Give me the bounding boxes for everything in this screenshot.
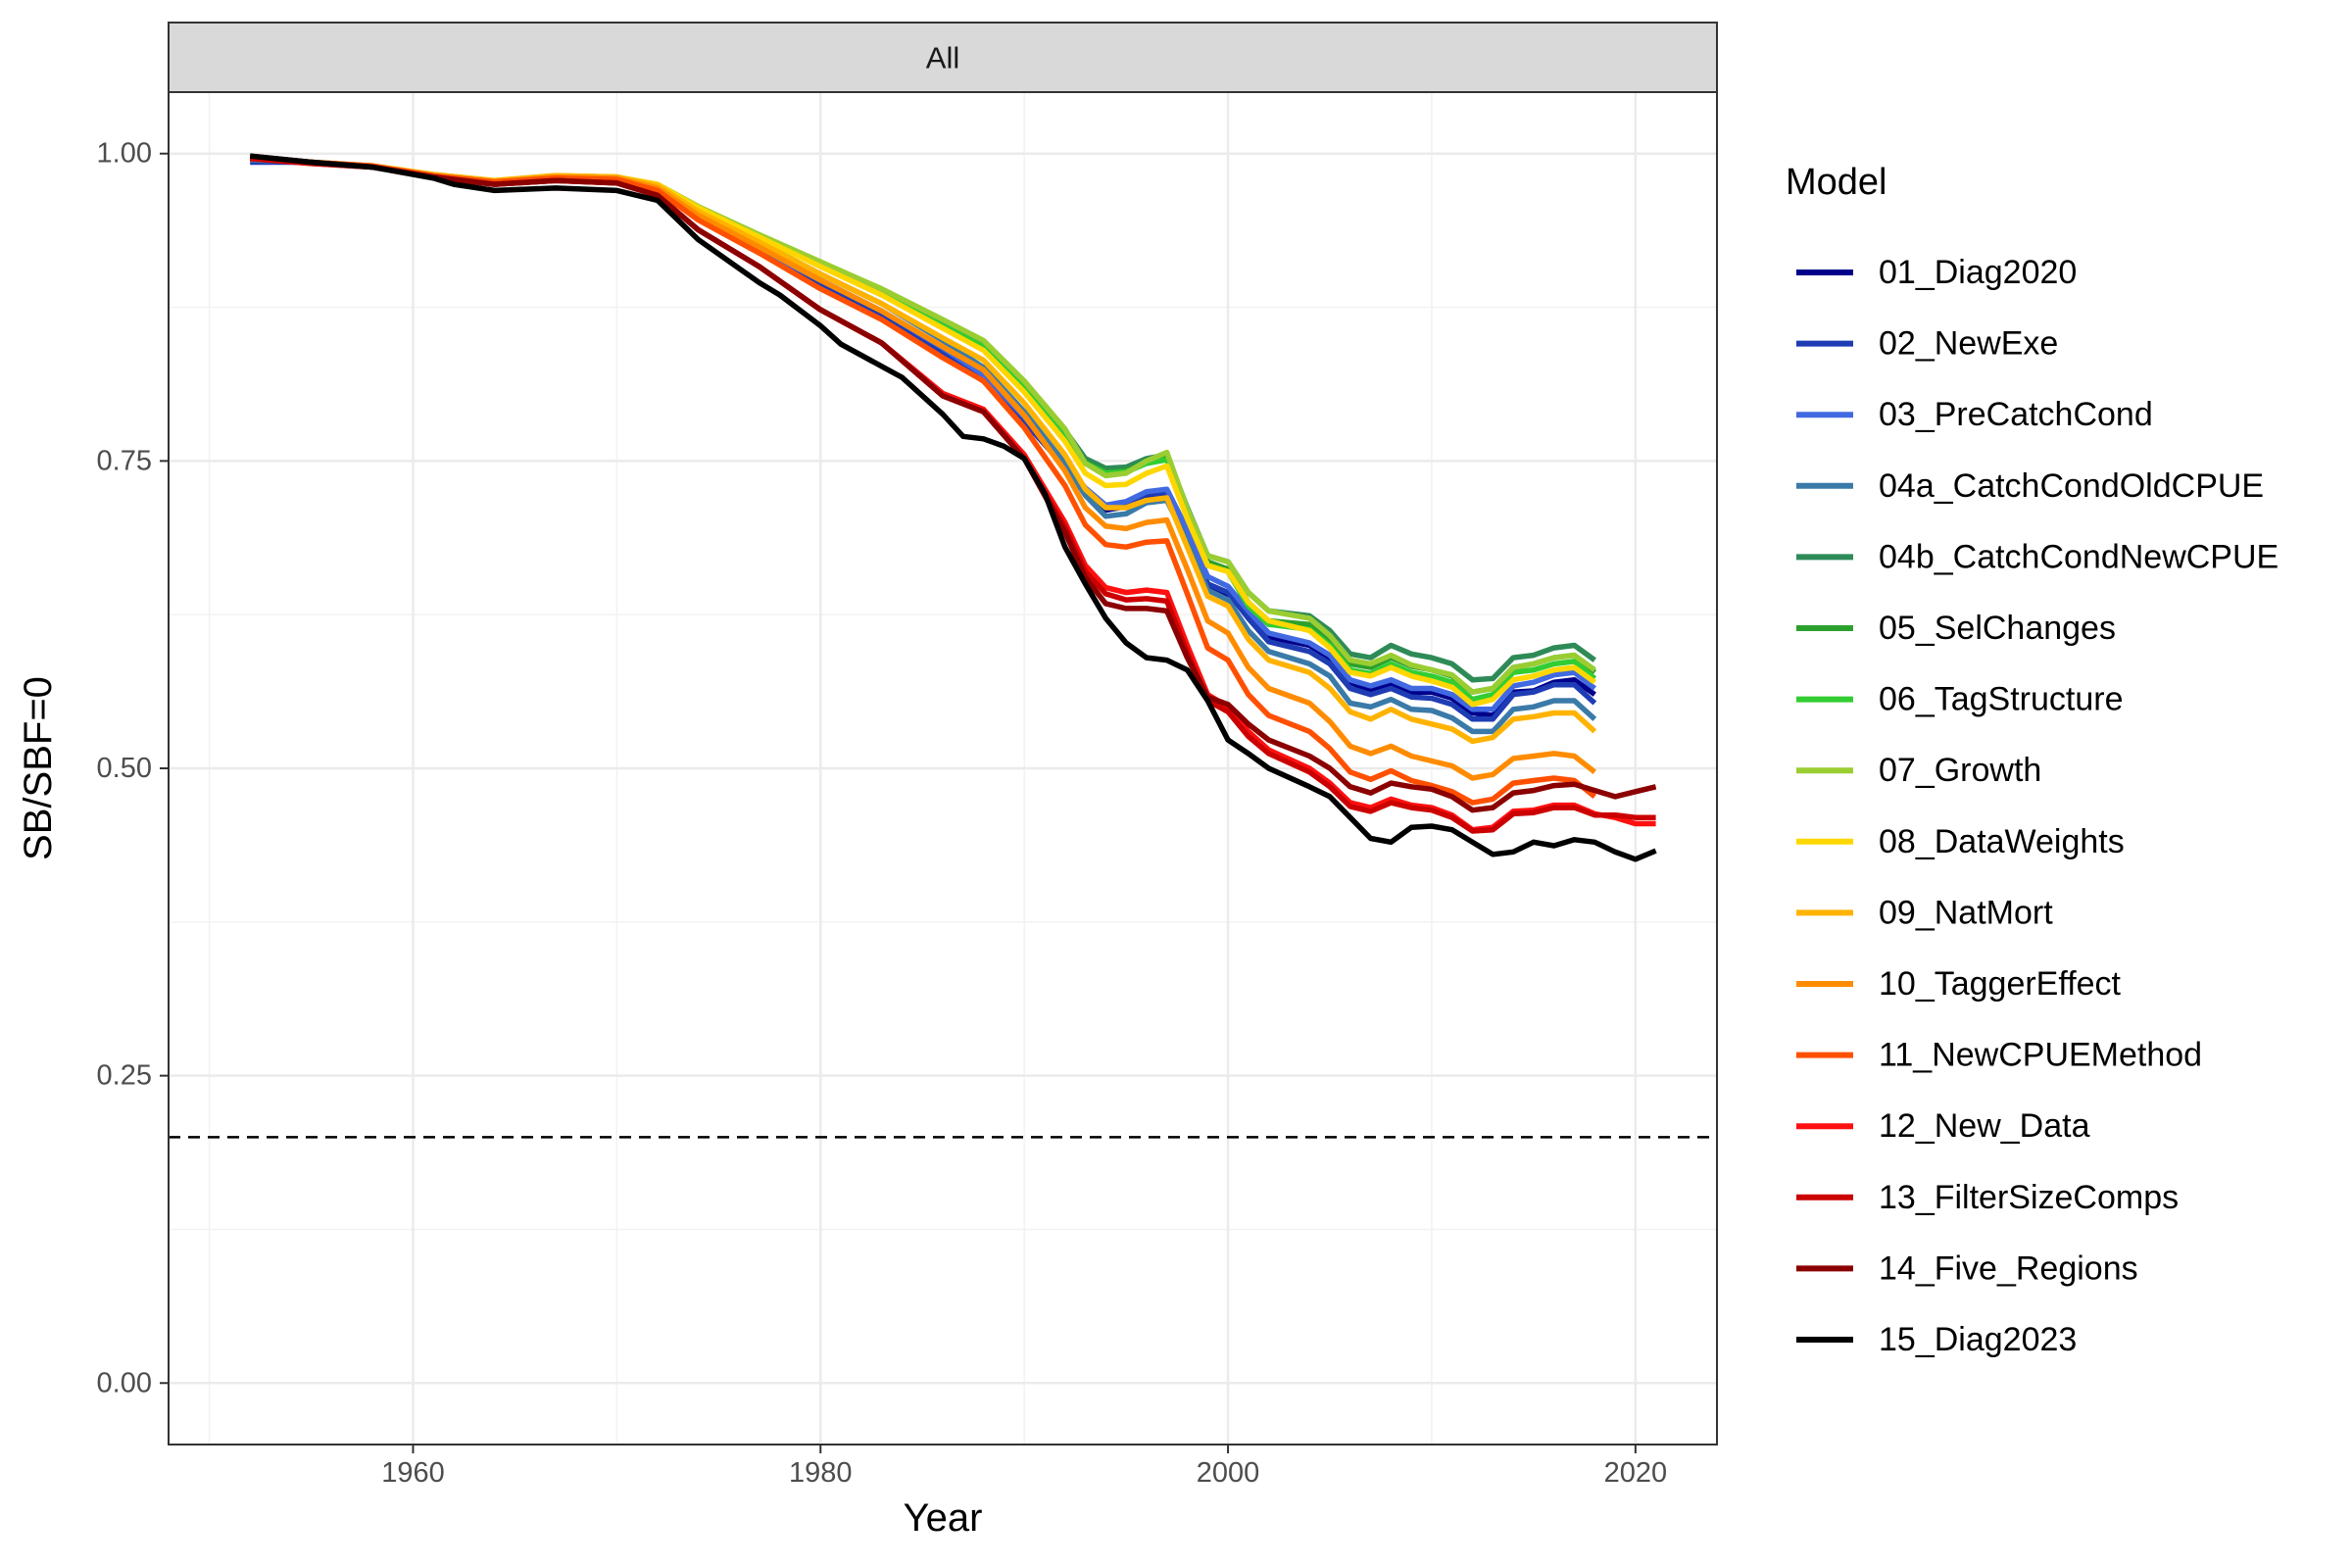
legend-label: 07_Growth [1879, 752, 2041, 789]
y-tick-label: 0.50 [97, 753, 152, 784]
x-tick-label: 1980 [789, 1457, 853, 1489]
y-tick-label: 0.00 [97, 1367, 152, 1398]
series-line-11_NewCPUEMethod [250, 155, 1597, 806]
x-tick-label: 2020 [1604, 1457, 1668, 1489]
x-axis: 1960 1980 2000 2020 [381, 1445, 1667, 1489]
legend: 01_Diag2020 02_NewExe 03_PreCatchCond 04a_C… [1796, 254, 2278, 1358]
legend-label: 02_NewExe [1879, 325, 2058, 363]
series-line-15_Diag2023 [249, 153, 1657, 862]
y-tick-label: 1.00 [97, 138, 152, 170]
legend-label: 03_PreCatchCond [1879, 396, 2153, 433]
legend-label: 04b_CatchCondNewCPUE [1879, 538, 2278, 575]
legend-label: 12_New_Data [1879, 1107, 2090, 1145]
x-tick-label: 2000 [1197, 1457, 1260, 1489]
x-axis-title: Year [904, 1496, 983, 1540]
facet-label: All [926, 41, 959, 75]
y-tick-label: 0.75 [97, 445, 152, 476]
y-axis: 0.00 0.25 0.50 0.75 1.00 [97, 138, 169, 1398]
y-axis-title: SB/SBF=0 [17, 676, 60, 860]
series-line-14_Five_Regions [249, 153, 1657, 813]
major-gridlines [169, 92, 1717, 1445]
legend-label: 11_NewCPUEMethod [1879, 1037, 2202, 1074]
legend-label: 08_DataWeights [1879, 823, 2125, 860]
legend-label: 09_NatMort [1879, 894, 2053, 931]
legend-label: 01_Diag2020 [1879, 254, 2077, 291]
legend-label: 15_Diag2023 [1879, 1321, 2077, 1358]
series-lines [249, 153, 1657, 862]
legend-label: 05_SelChanges [1879, 610, 2116, 647]
legend-label: 06_TagStructure [1879, 681, 2124, 718]
legend-label: 14_Five_Regions [1879, 1250, 2138, 1287]
x-tick-label: 1960 [381, 1457, 445, 1489]
legend-label: 10_TaggerEffect [1879, 965, 2122, 1003]
legend-label: 13_FilterSizeComps [1879, 1179, 2179, 1216]
facet-strip [168, 22, 1718, 93]
legend-label: 04a_CatchCondOldCPUE [1879, 467, 2264, 505]
legend-title: Model [1786, 162, 1887, 203]
y-tick-label: 0.25 [97, 1060, 152, 1092]
